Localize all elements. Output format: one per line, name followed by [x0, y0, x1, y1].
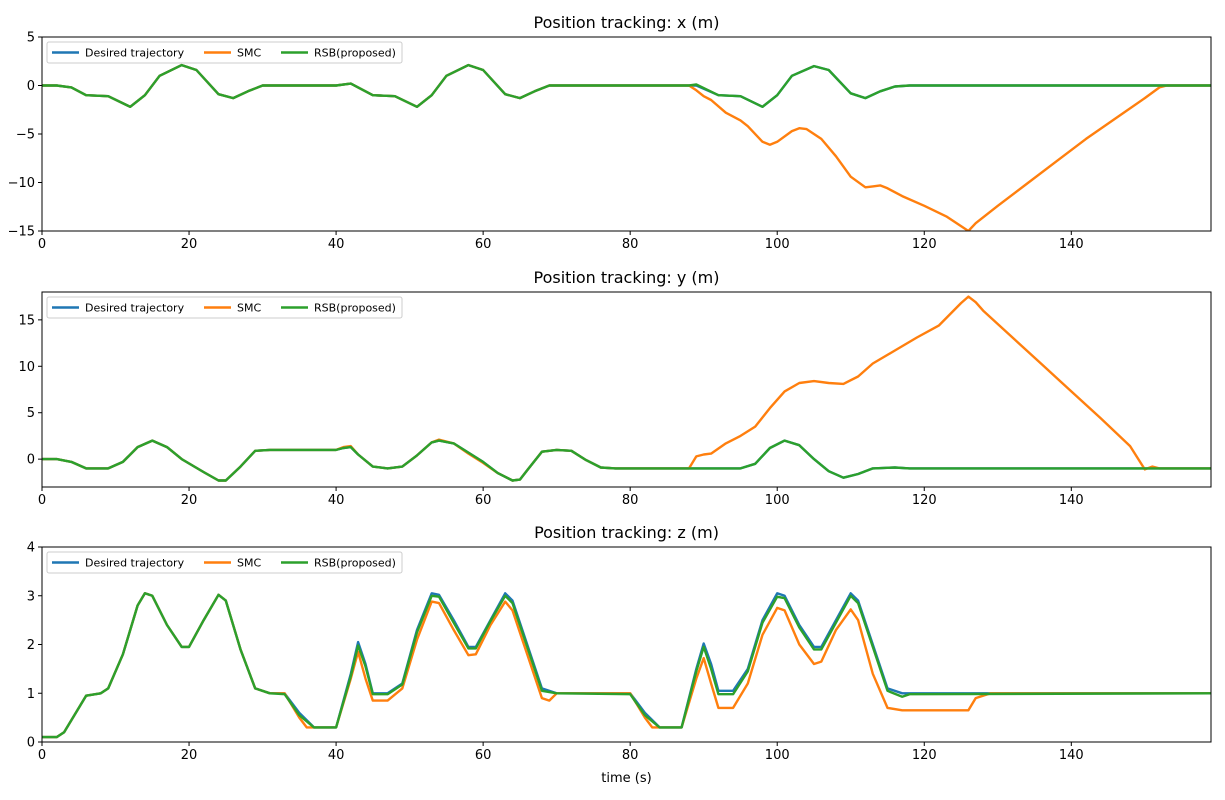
legend-label: RSB(proposed) — [314, 47, 396, 60]
axes-frame — [41, 546, 1212, 743]
legend: Desired trajectory SMC RSB(proposed) — [46, 296, 403, 319]
x-tick-label: 140 — [1059, 237, 1084, 252]
x-tick-label: 140 — [1059, 493, 1084, 508]
legend-label: SMC — [237, 557, 261, 570]
x-tick-label: 140 — [1059, 748, 1084, 763]
x-tick-label: 0 — [38, 237, 46, 252]
series-line-smc — [42, 295, 1211, 482]
x-tick-label: 60 — [475, 237, 492, 252]
x-tick-label: 100 — [765, 237, 790, 252]
series-line-rsb — [42, 592, 1211, 739]
subplot-1: Position tracking: x (m) 0 20 40 60 80 100 120 1… — [8, 13, 1212, 252]
legend-label: RSB(proposed) — [314, 302, 396, 315]
legend-label: Desired trajectory — [85, 557, 185, 570]
y-tick-label: 10 — [18, 360, 35, 375]
y-tick-label: 15 — [18, 313, 35, 328]
subplot-title: Position tracking: y (m) — [534, 268, 720, 287]
x-tick-label: 80 — [622, 748, 639, 763]
legend-label: Desired trajectory — [85, 47, 185, 60]
x-tick-label: 120 — [912, 748, 937, 763]
x-tick-label: 120 — [912, 237, 937, 252]
x-tick-label: 20 — [181, 493, 198, 508]
y-tick-label: −15 — [8, 225, 35, 240]
y-tick-label: 4 — [27, 541, 35, 556]
x-tick-label: 60 — [475, 493, 492, 508]
x-tick-label: 100 — [765, 748, 790, 763]
y-tick-label: 5 — [27, 31, 35, 46]
y-tick-label: 0 — [27, 79, 35, 94]
x-tick-label: 0 — [38, 748, 46, 763]
x-tick-label: 80 — [622, 493, 639, 508]
legend: Desired trajectory SMC RSB(proposed) — [46, 551, 403, 574]
subplot-2: Position tracking: y (m)0 20 40 60 80 100 120 1… — [18, 268, 1212, 508]
axes-frame — [41, 291, 1212, 488]
x-tick-label: 60 — [475, 748, 492, 763]
series-line-rsb — [42, 63, 1211, 108]
legend-label: SMC — [237, 47, 261, 60]
x-tick-label: 120 — [912, 493, 937, 508]
series-line-smc — [42, 592, 1211, 739]
x-tick-label: 40 — [328, 237, 345, 252]
subplot-title: Position tracking: x (m) — [534, 13, 720, 32]
y-tick-label: 0 — [27, 453, 35, 468]
series-line-desired — [42, 592, 1211, 739]
legend-label: Desired trajectory — [85, 302, 185, 315]
series-group — [42, 592, 1211, 739]
y-tick-label: 1 — [27, 687, 35, 702]
legend-label: SMC — [237, 302, 261, 315]
y-tick-label: 2 — [27, 638, 35, 653]
x-tick-label: 20 — [181, 237, 198, 252]
legend: Desired trajectory SMC RSB(proposed) — [46, 41, 403, 64]
y-tick-label: 5 — [27, 406, 35, 421]
x-tick-label: 80 — [622, 237, 639, 252]
series-line-smc — [42, 63, 1211, 231]
x-axis-label: time (s) — [601, 771, 651, 786]
series-group — [42, 295, 1211, 482]
y-tick-label: 0 — [27, 736, 35, 751]
x-tick-label: 40 — [328, 493, 345, 508]
y-tick-label: 3 — [27, 589, 35, 604]
x-tick-label: 100 — [765, 493, 790, 508]
x-tick-label: 20 — [181, 748, 198, 763]
x-tick-label: 40 — [328, 748, 345, 763]
y-tick-label: −10 — [8, 176, 35, 191]
series-line-rsb — [42, 439, 1211, 482]
subplot-3: Position tracking: z (m)0 20 40 60 80 100 120 1… — [27, 523, 1212, 786]
x-tick-label: 0 — [38, 493, 46, 508]
series-group — [42, 63, 1211, 231]
legend-label: RSB(proposed) — [314, 557, 396, 570]
series-line-desired — [42, 439, 1211, 482]
y-tick-label: −5 — [16, 128, 35, 143]
subplot-title: Position tracking: z (m) — [534, 523, 719, 542]
axes-frame — [41, 36, 1212, 232]
